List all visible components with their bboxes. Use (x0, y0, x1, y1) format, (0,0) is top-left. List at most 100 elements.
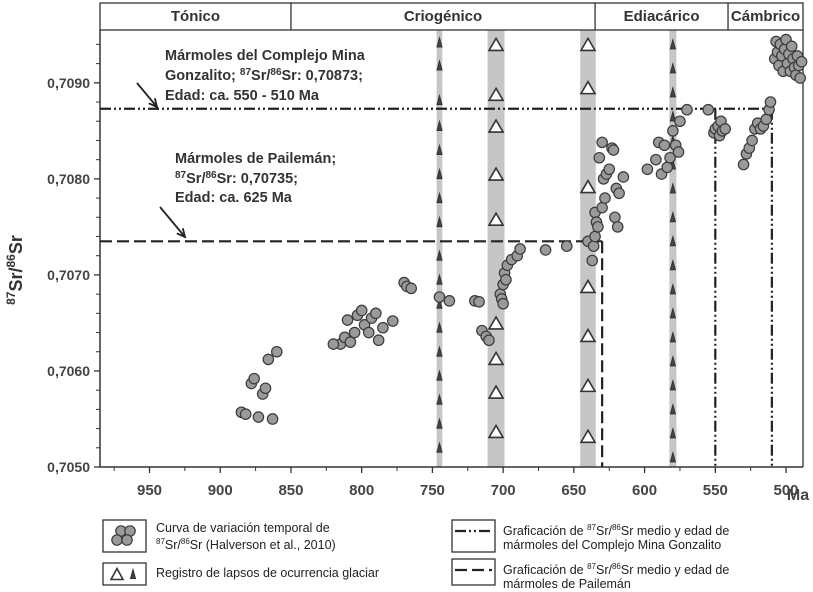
x-tick-label: 900 (208, 482, 233, 499)
glacial-triangle-small (436, 59, 443, 71)
data-point (664, 151, 676, 164)
glacial-triangle-small (436, 249, 443, 261)
data-point (386, 315, 399, 327)
period-label: Cámbrico (731, 8, 800, 25)
glacial-triangle-small (669, 38, 677, 50)
annotation-arrow (148, 98, 159, 109)
data-point (271, 345, 283, 358)
data-point (266, 413, 279, 425)
period-label: Criogénico (404, 8, 482, 25)
data-point (795, 55, 808, 68)
y-tick-label: 0,7050 (47, 459, 90, 475)
glacial-triangle-small (669, 378, 677, 391)
legend-curve-text: Curva de variación temporal de 87Sr/86Sr … (156, 521, 336, 553)
glacial-triangle-small (669, 86, 677, 98)
data-point (746, 134, 758, 147)
data-point (443, 295, 456, 307)
data-point (658, 139, 671, 152)
data-point (362, 326, 375, 339)
data-point (252, 411, 265, 423)
data-point (497, 297, 509, 310)
data-point (370, 307, 382, 320)
annotations: Mármoles del Complejo Mina Gonzalito; 87S… (136, 48, 366, 239)
data-point (661, 161, 674, 174)
glacial-triangle-large (487, 166, 505, 181)
glacial-triangle-small (669, 210, 677, 223)
data-point (586, 254, 599, 267)
glacial-bands (436, 30, 677, 467)
legend-gonzalito-swatch (451, 519, 496, 553)
glacial-triangle-small (669, 62, 677, 74)
glacial-triangle-small (436, 36, 443, 48)
glacial-band (580, 30, 596, 467)
period-label: Ediacárico (624, 8, 700, 25)
data-point (348, 326, 361, 339)
annotation-arrow (136, 82, 158, 108)
glacial-triangle-small (669, 258, 677, 271)
glacial-triangle-large (579, 80, 597, 95)
legend-point-icon (111, 534, 123, 546)
data-points (235, 33, 808, 425)
data-point (737, 158, 750, 171)
data-point (539, 244, 552, 256)
data-point (672, 146, 685, 158)
data-point (592, 221, 604, 233)
data-point (667, 125, 679, 137)
data-point (760, 113, 773, 126)
data-point (611, 221, 624, 233)
annotation-arrow (159, 206, 186, 238)
legend-icons (102, 519, 496, 586)
glacial-triangle-small (436, 119, 443, 132)
glacial-triangle-small (436, 297, 443, 309)
annotation-arrow (176, 228, 187, 239)
data-point (248, 372, 260, 385)
data-point (596, 201, 608, 214)
data-point (596, 136, 608, 149)
y-tick-label: 0,7080 (47, 171, 90, 187)
glacial-triangle-small (669, 427, 677, 439)
data-point (607, 144, 620, 156)
data-point (719, 123, 732, 135)
y-tick-label: 0,7090 (47, 75, 90, 91)
annotation-gonzalito: Edad: ca. 550 - 510 Ma (165, 88, 320, 104)
annotation-gonzalito: Mármoles del Complejo Mina (165, 48, 366, 64)
data-point (794, 72, 806, 84)
period-header: Tónico Criogénico Ediacárico Cámbrico (99, 2, 804, 31)
data-point (262, 353, 275, 366)
glacial-triangle-small (669, 403, 677, 415)
legend-glacial-text: Registro de lapsos de ocurrencia glaciar (156, 566, 380, 580)
data-point (372, 334, 385, 347)
annotation-paileman: Mármoles de Pailemán; (175, 151, 336, 167)
glacial-triangle-large (487, 36, 505, 52)
glacial-triangle-small (669, 354, 677, 367)
data-point (473, 296, 485, 308)
period-label: Tónico (171, 8, 220, 25)
glacial-triangle-small (436, 215, 443, 228)
glacial-triangles (436, 36, 677, 463)
x-tick-label: 800 (349, 482, 374, 499)
glacial-triangle-small (669, 282, 677, 295)
data-point (587, 240, 600, 252)
glacial-triangle-small (436, 417, 443, 429)
data-point (344, 336, 357, 348)
x-tick-label: 500 (774, 482, 799, 499)
glacial-band (436, 30, 443, 467)
legend-glacial-swatch (102, 562, 147, 586)
glacial-triangle-large (579, 327, 597, 343)
data-point (355, 304, 368, 317)
data-point (500, 273, 512, 286)
data-point (239, 408, 252, 420)
y-axis-label: 87Sr/86Sr (4, 235, 26, 305)
reference-lines (100, 107, 773, 467)
glacial-triangle-small (436, 441, 443, 453)
x-tick-label: 600 (632, 482, 657, 499)
x-tick-label: 850 (278, 482, 303, 499)
glacial-triangle-small (436, 393, 443, 405)
x-tick-label: 550 (703, 482, 728, 499)
glacial-triangle-small (436, 345, 443, 357)
data-point (681, 103, 693, 116)
legend-gonzalito-text: Graficación de 87Sr/86Sr medio y edad de… (503, 523, 730, 553)
data-point (593, 151, 606, 164)
glacial-triangle-small (436, 167, 443, 180)
